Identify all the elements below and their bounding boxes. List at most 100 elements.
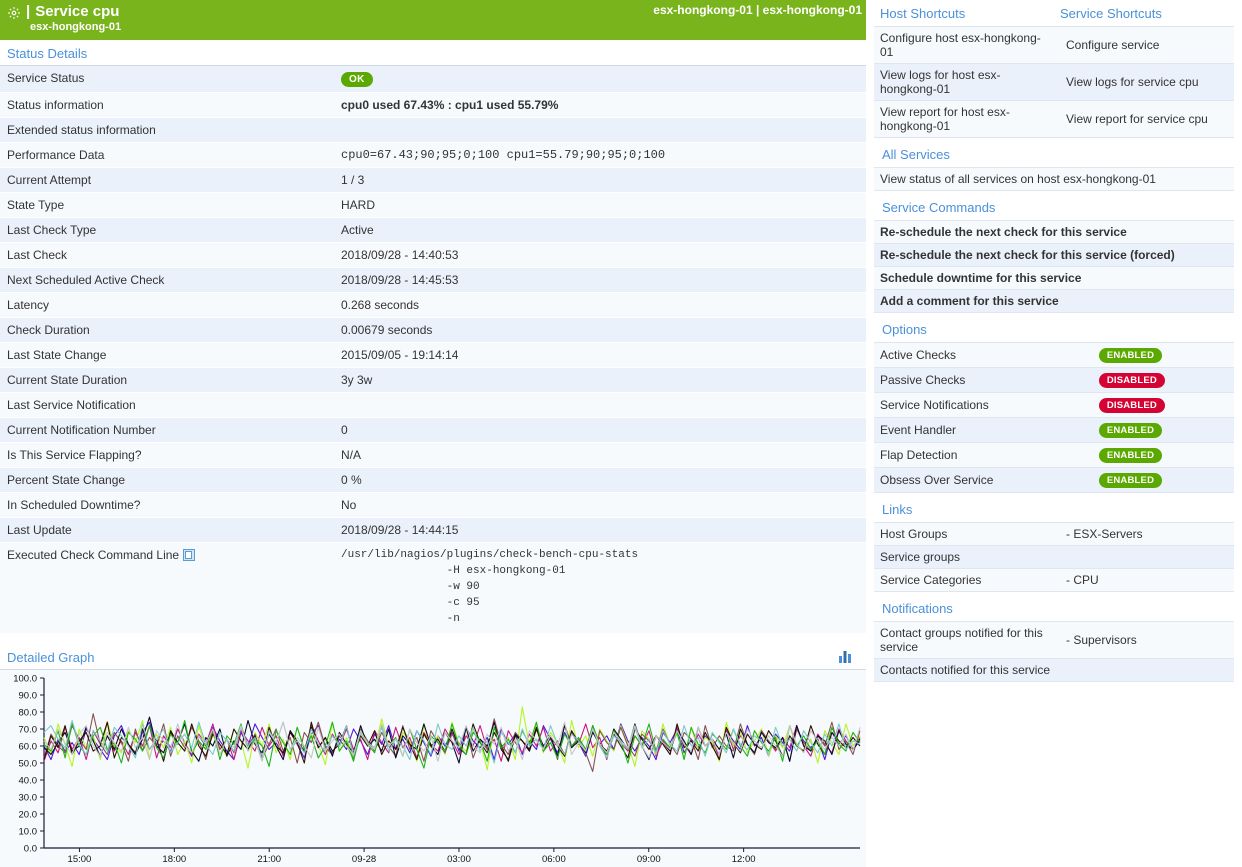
detailed-graph-canvas[interactable]: 0.0 10.0 20.0 30.0 40.0 50.0 60.0 70.0 80.0 90.0 1… bbox=[0, 669, 866, 867]
table-row: Last Service Notification bbox=[0, 392, 866, 418]
row-value: Active bbox=[334, 217, 866, 243]
service-command-link[interactable]: Schedule downtime for this service bbox=[874, 266, 1234, 290]
svg-text:10.0: 10.0 bbox=[19, 826, 38, 837]
all-services-row[interactable]: View status of all services on host esx-… bbox=[874, 167, 1234, 191]
svg-text:18:00: 18:00 bbox=[162, 854, 186, 865]
row-value bbox=[334, 392, 866, 418]
row-label: Last State Change bbox=[0, 342, 334, 368]
row-label: Status information bbox=[0, 92, 334, 118]
bar-chart-icon[interactable] bbox=[838, 649, 854, 666]
options-table: Active Checks ENABLED Passive Checks DISABL… bbox=[874, 342, 1234, 493]
service-command-row[interactable]: Re-schedule the next check for this serv… bbox=[874, 220, 1234, 244]
all-services-table: View status of all services on host esx-… bbox=[874, 167, 1234, 191]
row-value: HARD bbox=[334, 192, 866, 218]
service-shortcut-link[interactable]: Configure service bbox=[1060, 26, 1234, 64]
row-label: Executed Check Command Line bbox=[0, 542, 334, 634]
link-value[interactable]: - ESX-Servers bbox=[1060, 522, 1234, 546]
option-row: Event Handler ENABLED bbox=[874, 417, 1234, 443]
row-value: cpu0=67.43;90;95;0;100 cpu1=55.79;90;95;… bbox=[334, 142, 866, 168]
shortcut-row[interactable]: View report for host esx-hongkong-01 View… bbox=[874, 100, 1234, 138]
row-value: 2015/09/05 - 19:14:14 bbox=[334, 342, 866, 368]
svg-text:09-28: 09-28 bbox=[352, 854, 376, 865]
links-title: Links bbox=[882, 502, 913, 517]
notification-label: Contacts notified for this service bbox=[874, 658, 1060, 682]
svg-text:80.0: 80.0 bbox=[19, 707, 38, 718]
host-shortcut-link[interactable]: View report for host esx-hongkong-01 bbox=[874, 100, 1060, 138]
option-row: Obsess Over Service ENABLED bbox=[874, 467, 1234, 493]
option-row: Flap Detection ENABLED bbox=[874, 442, 1234, 468]
row-label: Extended status information bbox=[0, 117, 334, 143]
row-label: Last Check bbox=[0, 242, 334, 268]
svg-text:12:00: 12:00 bbox=[732, 854, 756, 865]
table-row: Current Notification Number 0 bbox=[0, 417, 866, 443]
row-label: Performance Data bbox=[0, 142, 334, 168]
table-row: Performance Data cpu0=67.43;90;95;0;100 c… bbox=[0, 142, 866, 168]
row-label: Current Notification Number bbox=[0, 417, 334, 443]
option-label: Flap Detection bbox=[874, 442, 1093, 468]
row-label: Check Duration bbox=[0, 317, 334, 343]
table-row: Last Update 2018/09/28 - 14:44:15 bbox=[0, 517, 866, 543]
option-row: Service Notifications DISABLED bbox=[874, 392, 1234, 418]
host-shortcut-link[interactable]: View logs for host esx-hongkong-01 bbox=[874, 63, 1060, 101]
svg-text:90.0: 90.0 bbox=[19, 690, 38, 701]
option-state-badge: ENABLED bbox=[1098, 348, 1163, 363]
notification-row: Contact groups notified for this service… bbox=[874, 621, 1234, 659]
service-command-link[interactable]: Re-schedule the next check for this serv… bbox=[874, 243, 1234, 267]
option-row: Passive Checks DISABLED bbox=[874, 367, 1234, 393]
service-command-row[interactable]: Schedule downtime for this service bbox=[874, 266, 1234, 290]
svg-text:60.0: 60.0 bbox=[19, 741, 38, 752]
row-value: 0 bbox=[334, 417, 866, 443]
option-state: ENABLED bbox=[1092, 442, 1234, 468]
row-value: OK bbox=[334, 66, 866, 93]
row-value: No bbox=[334, 492, 866, 518]
row-label: Last Service Notification bbox=[0, 392, 334, 418]
row-value: 3y 3w bbox=[334, 367, 866, 393]
row-value: /usr/lib/nagios/plugins/check-bench-cpu-… bbox=[334, 542, 866, 634]
row-label: Last Update bbox=[0, 517, 334, 543]
service-command-link[interactable]: Add a comment for this service bbox=[874, 289, 1234, 313]
row-value bbox=[334, 117, 866, 143]
option-state-badge: ENABLED bbox=[1098, 473, 1163, 488]
service-shortcut-link[interactable]: View logs for service cpu bbox=[1060, 63, 1234, 101]
row-value: 0 % bbox=[334, 467, 866, 493]
option-state-badge: DISABLED bbox=[1098, 373, 1165, 388]
row-value: 2018/09/28 - 14:44:15 bbox=[334, 517, 866, 543]
option-label: Obsess Over Service bbox=[874, 467, 1093, 493]
copy-icon[interactable] bbox=[183, 549, 196, 561]
table-row: Extended status information bbox=[0, 117, 866, 143]
svg-text:06:00: 06:00 bbox=[542, 854, 566, 865]
status-details-table: Service Status OK Status information cpu0 u… bbox=[0, 66, 866, 634]
table-row: State Type HARD bbox=[0, 192, 866, 218]
svg-text:15:00: 15:00 bbox=[68, 854, 92, 865]
service-command-row[interactable]: Add a comment for this service bbox=[874, 289, 1234, 313]
service-shortcut-link[interactable]: View report for service cpu bbox=[1060, 100, 1234, 138]
service-command-row[interactable]: Re-schedule the next check for this serv… bbox=[874, 243, 1234, 267]
link-value[interactable] bbox=[1060, 545, 1234, 569]
link-value[interactable]: - CPU bbox=[1060, 568, 1234, 592]
table-row: Executed Check Command Line/usr/lib/nagi… bbox=[0, 542, 866, 634]
notifications-title: Notifications bbox=[882, 601, 953, 616]
svg-text:03:00: 03:00 bbox=[447, 854, 471, 865]
host-shortcut-link[interactable]: Configure host esx-hongkong-01 bbox=[874, 26, 1060, 64]
notification-label: Contact groups notified for this service bbox=[874, 621, 1060, 659]
svg-text:50.0: 50.0 bbox=[19, 758, 38, 769]
service-command-link[interactable]: Re-schedule the next check for this serv… bbox=[874, 220, 1234, 244]
shortcut-row[interactable]: View logs for host esx-hongkong-01 View l… bbox=[874, 63, 1234, 101]
option-row: Active Checks ENABLED bbox=[874, 342, 1234, 368]
row-value: 2018/09/28 - 14:45:53 bbox=[334, 267, 866, 293]
options-title: Options bbox=[882, 322, 927, 337]
row-label: Service Status bbox=[0, 66, 334, 93]
link-label: Service Categories bbox=[874, 568, 1060, 592]
command-line-text: /usr/lib/nagios/plugins/check-bench-cpu-… bbox=[341, 549, 639, 625]
notification-value bbox=[1060, 658, 1234, 682]
shortcut-row[interactable]: Configure host esx-hongkong-01 Configure … bbox=[874, 26, 1234, 64]
link-row: Service Categories - CPU bbox=[874, 568, 1234, 592]
breadcrumb: esx-hongkong-01 | esx-hongkong-01 bbox=[653, 3, 862, 17]
svg-text:09:00: 09:00 bbox=[637, 854, 661, 865]
option-state: DISABLED bbox=[1092, 392, 1234, 418]
notification-value: - Supervisors bbox=[1060, 621, 1234, 659]
all-services-link[interactable]: View status of all services on host esx-… bbox=[874, 167, 1234, 191]
page-banner: | Service cpu esx-hongkong-01 esx-hongko… bbox=[0, 0, 866, 40]
row-label: State Type bbox=[0, 192, 334, 218]
row-value: cpu0 used 67.43% : cpu1 used 55.79% bbox=[334, 92, 866, 118]
